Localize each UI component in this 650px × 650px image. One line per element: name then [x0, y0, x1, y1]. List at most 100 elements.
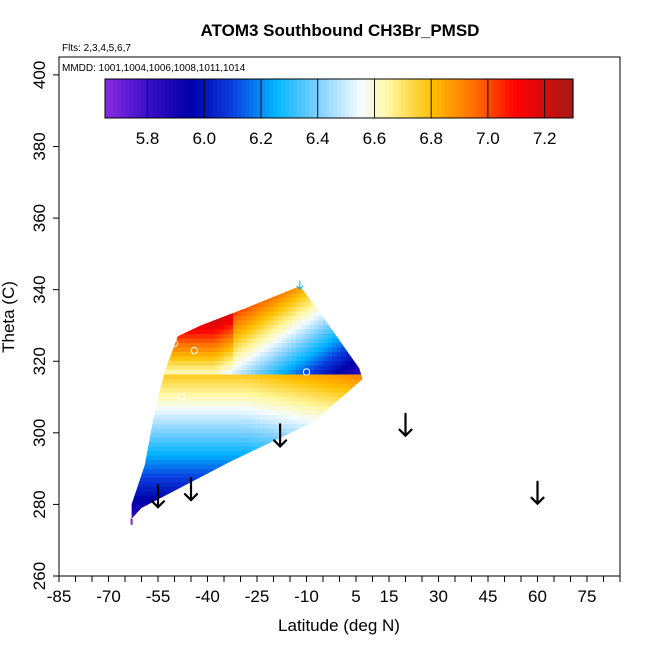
- heatmap-cell: [382, 465, 387, 470]
- heatmap-cell: [278, 286, 283, 290]
- heatmap-cell: [350, 446, 355, 452]
- heatmap-cell: [278, 410, 283, 416]
- heatmap-cell: [138, 307, 144, 312]
- heatmap-cell: [273, 451, 279, 456]
- heatmap-cell: [251, 528, 256, 533]
- heatmap-cell: [323, 392, 328, 398]
- heatmap-cell: [345, 451, 351, 456]
- heatmap-cell: [336, 311, 342, 317]
- heatmap-cell: [373, 478, 378, 483]
- heatmap-cell: [130, 528, 135, 533]
- heatmap-cell: [386, 429, 391, 434]
- heatmap-cell: [386, 483, 391, 488]
- heatmap-cell: [309, 442, 315, 447]
- heatmap-cell: [131, 406, 135, 411]
- heatmap-cell: [134, 500, 139, 506]
- heatmap-cell: [224, 428, 229, 434]
- heatmap-cell: [314, 280, 319, 285]
- heatmap-cell: [382, 483, 387, 488]
- heatmap-cell: [174, 491, 180, 497]
- heatmap-cell: [354, 343, 360, 348]
- heatmap-cell: [152, 338, 157, 344]
- heatmap-cell: [246, 329, 252, 335]
- heatmap-cell: [260, 442, 265, 447]
- heatmap-cell: [341, 293, 346, 299]
- heatmap-cell: [291, 343, 297, 348]
- heatmap-cell: [152, 370, 157, 375]
- heatmap-cell: [309, 365, 315, 371]
- heatmap-cell: [336, 347, 342, 353]
- heatmap-cell: [202, 280, 207, 285]
- sample-circle: [190, 346, 199, 355]
- heatmap-cell: [201, 392, 207, 398]
- heatmap-cell: [323, 388, 328, 393]
- heatmap-cell: [210, 383, 216, 389]
- heatmap-cell: [296, 455, 301, 461]
- heatmap-cell: [354, 500, 360, 506]
- heatmap-cell: [341, 392, 346, 398]
- heatmap-cell: [166, 280, 171, 285]
- heatmap-cell: [161, 343, 166, 348]
- heatmap-cell: [382, 469, 387, 474]
- heatmap-cell: [152, 334, 157, 339]
- heatmap-cell: [309, 356, 315, 362]
- heatmap-cell: [246, 352, 252, 357]
- heatmap-cell: [152, 482, 157, 488]
- heatmap-cell: [282, 361, 288, 366]
- heatmap-cell: [332, 298, 337, 303]
- heatmap-cell: [219, 329, 225, 335]
- heatmap-cell: [368, 406, 373, 411]
- heatmap-cell: [305, 523, 310, 528]
- heatmap-cell: [251, 343, 256, 348]
- heatmap-cell: [152, 383, 157, 389]
- heatmap-cell: [273, 424, 279, 429]
- heatmap-cell: [377, 384, 382, 389]
- heatmap-cell: [125, 438, 130, 443]
- heatmap-cell: [373, 415, 378, 420]
- heatmap-cell: [386, 370, 391, 375]
- heatmap-cell: [174, 374, 180, 380]
- heatmap-cell: [138, 419, 144, 425]
- heatmap-cell: [377, 294, 382, 299]
- heatmap-cell: [161, 505, 166, 510]
- heatmap-cell: [147, 374, 153, 380]
- heatmap-cell: [143, 383, 148, 389]
- heatmap-cell: [373, 379, 378, 384]
- heatmap-cell: [269, 442, 274, 447]
- heatmap-cell: [188, 286, 193, 290]
- heatmap-cell: [368, 519, 373, 524]
- heatmap-cell: [377, 361, 382, 366]
- heatmap-cell: [251, 334, 256, 339]
- heatmap-cell: [359, 298, 363, 303]
- heatmap-cell: [260, 302, 265, 308]
- heatmap-cell: [165, 433, 171, 438]
- heatmap-cell: [373, 294, 378, 299]
- heatmap-cell: [237, 446, 243, 452]
- heatmap-cell: [165, 478, 171, 483]
- colorbar-swatch: [509, 79, 514, 118]
- heatmap-cell: [327, 361, 333, 366]
- heatmap-cell: [125, 415, 130, 420]
- heatmap-cell: [134, 523, 139, 528]
- heatmap-cell: [323, 505, 328, 510]
- heatmap-cell: [345, 370, 351, 375]
- heatmap-cell: [354, 361, 360, 366]
- heatmap-cell: [314, 347, 319, 353]
- colorbar-swatch: [221, 79, 226, 118]
- heatmap-cell: [165, 455, 171, 461]
- heatmap-cell: [350, 316, 355, 321]
- heatmap-cell: [300, 460, 306, 465]
- heatmap-cell: [210, 298, 216, 303]
- heatmap-cell: [170, 307, 175, 312]
- heatmap-cell: [134, 343, 139, 348]
- heatmap-cell: [264, 514, 270, 519]
- heatmap-cell: [165, 293, 171, 299]
- heatmap-cell: [215, 487, 220, 492]
- heatmap-cell: [368, 325, 373, 330]
- heatmap-cell: [161, 523, 166, 528]
- heatmap-cell: [156, 325, 162, 330]
- heatmap-cell: [201, 361, 207, 366]
- heatmap-cell: [197, 302, 202, 308]
- heatmap-cell: [264, 392, 270, 398]
- colorbar-swatch: [477, 79, 482, 118]
